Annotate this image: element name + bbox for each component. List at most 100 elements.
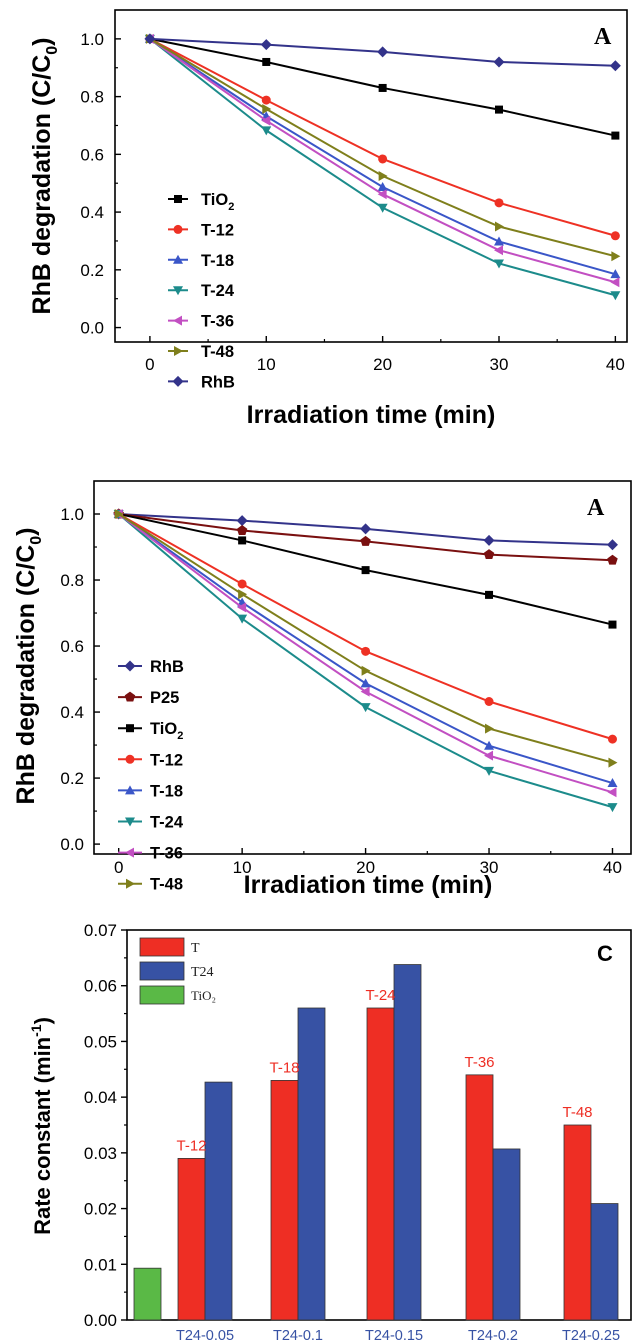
legend: RhB P25 TiO2 T-12 T-18 T-24 T-36 T-48	[118, 658, 184, 894]
panel-2-line-chart: A RhB degradation (C/C0) Irradiation tim…	[12, 480, 632, 899]
data-point	[114, 509, 124, 520]
bar-data-label: T-18	[269, 1059, 299, 1076]
data-point	[494, 245, 503, 256]
legend-label: T-48	[201, 343, 234, 361]
legend-marker	[124, 691, 136, 702]
data-point	[237, 614, 248, 624]
legend-marker	[126, 878, 135, 889]
legend-label: T-24	[150, 814, 184, 832]
legend-entry: TiO2	[168, 191, 234, 213]
data-point	[495, 221, 504, 232]
data-point	[485, 723, 495, 734]
bar-t	[366, 1007, 395, 1321]
data-point	[361, 665, 371, 676]
bar-t24	[492, 1148, 521, 1321]
x-tick-label: 0	[114, 858, 123, 877]
bar-data-label: T-24	[365, 987, 395, 1004]
data-point	[608, 620, 617, 629]
data-point	[610, 291, 621, 301]
legend: T T24 TiO₂	[139, 937, 216, 1005]
legend-entry: RhB	[118, 658, 184, 676]
y-tick-label: 0.03	[84, 1144, 117, 1163]
data-point	[377, 203, 388, 213]
legend-marker	[173, 254, 183, 264]
legend-marker	[174, 346, 183, 356]
data-point	[261, 95, 271, 105]
data-point	[237, 602, 247, 613]
data-point	[378, 171, 388, 181]
legend-marker	[125, 785, 135, 795]
bars: T-12 T-18 T-24 T-36 T-48	[133, 964, 619, 1321]
series-t-36	[113, 509, 617, 798]
data-point	[610, 231, 620, 241]
data-point	[484, 696, 494, 706]
legend-swatch	[139, 961, 185, 981]
series-lines	[144, 33, 621, 301]
legend-swatch	[139, 985, 185, 1005]
legend-label: T	[191, 941, 200, 956]
x-tick-label: 10	[257, 355, 276, 374]
bar-data-label: T-36	[464, 1054, 494, 1071]
y-tick-label: 0.05	[84, 1032, 117, 1051]
series-t-48	[114, 509, 618, 768]
legend-entry: T-24	[118, 814, 184, 832]
axis-ticks: 0.00 0.01 0.02 0.03 0.04 0.05 0.06 0.07 T24-0.05…	[84, 921, 620, 1344]
data-point	[483, 534, 495, 546]
y-tick-label: 0.0	[60, 835, 84, 854]
legend-label: T-12	[150, 751, 183, 769]
panel-1-line-chart: A RhB degradation (C/C0) Irradiation tim…	[28, 9, 628, 429]
data-point	[236, 515, 248, 527]
x-category-label: T24-0.15	[365, 1328, 423, 1344]
legend-entry: T	[139, 937, 200, 957]
y-tick-label: 0.2	[80, 261, 104, 280]
data-point	[378, 154, 388, 164]
x-category-label: T24-0.25	[562, 1328, 620, 1344]
axis-ticks: 0 10 20 30 40 0.0 0.2 0.4 0.6 0.8 1.0	[60, 505, 622, 877]
data-point	[607, 554, 618, 565]
data-point	[607, 734, 617, 744]
bar-data-label: T-12	[176, 1137, 206, 1154]
data-point	[238, 536, 247, 545]
data-point	[260, 39, 272, 51]
legend-entry: T-18	[118, 782, 183, 800]
legend-swatch	[139, 937, 185, 957]
y-tick-label: 0.07	[84, 921, 117, 940]
legend-entry: T-12	[168, 221, 234, 239]
plot-frame	[114, 9, 628, 343]
y-tick-label: 0.04	[84, 1088, 117, 1107]
data-point	[611, 131, 620, 140]
data-point	[494, 259, 504, 269]
y-tick-label: 0.4	[80, 203, 104, 222]
legend-marker	[125, 817, 135, 827]
legend-entry: T24	[139, 961, 214, 981]
data-point	[610, 269, 621, 279]
x-tick-label: 40	[603, 858, 622, 877]
data-point	[484, 766, 495, 776]
y-axis-label: RhB degradation (C/C0)	[12, 528, 45, 805]
legend-label: T24	[191, 965, 214, 980]
x-tick-label: 30	[480, 858, 499, 877]
data-point	[606, 539, 618, 551]
legend-label: T-18	[150, 782, 183, 800]
legend-label: T-36	[150, 845, 183, 863]
data-point	[611, 251, 621, 262]
x-axis-label: Irradiation time (min)	[244, 871, 493, 899]
legend-marker	[125, 847, 134, 858]
legend-entry: TiO₂	[139, 985, 216, 1005]
data-point	[607, 803, 618, 813]
x-category-label: T24-0.1	[273, 1328, 323, 1344]
series-lines	[113, 508, 618, 813]
x-tick-label: 20	[373, 355, 392, 374]
data-point	[144, 33, 156, 45]
data-point	[485, 590, 494, 599]
y-tick-label: 0.8	[80, 88, 104, 107]
legend-marker	[173, 286, 183, 296]
x-tick-label: 20	[356, 858, 375, 877]
legend-label: RhB	[201, 373, 235, 391]
axis-ticks: 0 10 20 30 40 0.0 0.2 0.4 0.6 0.8 1.0	[80, 30, 624, 374]
legend-marker	[124, 660, 136, 672]
series-rhb	[144, 33, 621, 72]
y-tick-label: 0.06	[84, 977, 117, 996]
bar-t24	[204, 1081, 233, 1321]
data-point	[361, 566, 370, 575]
